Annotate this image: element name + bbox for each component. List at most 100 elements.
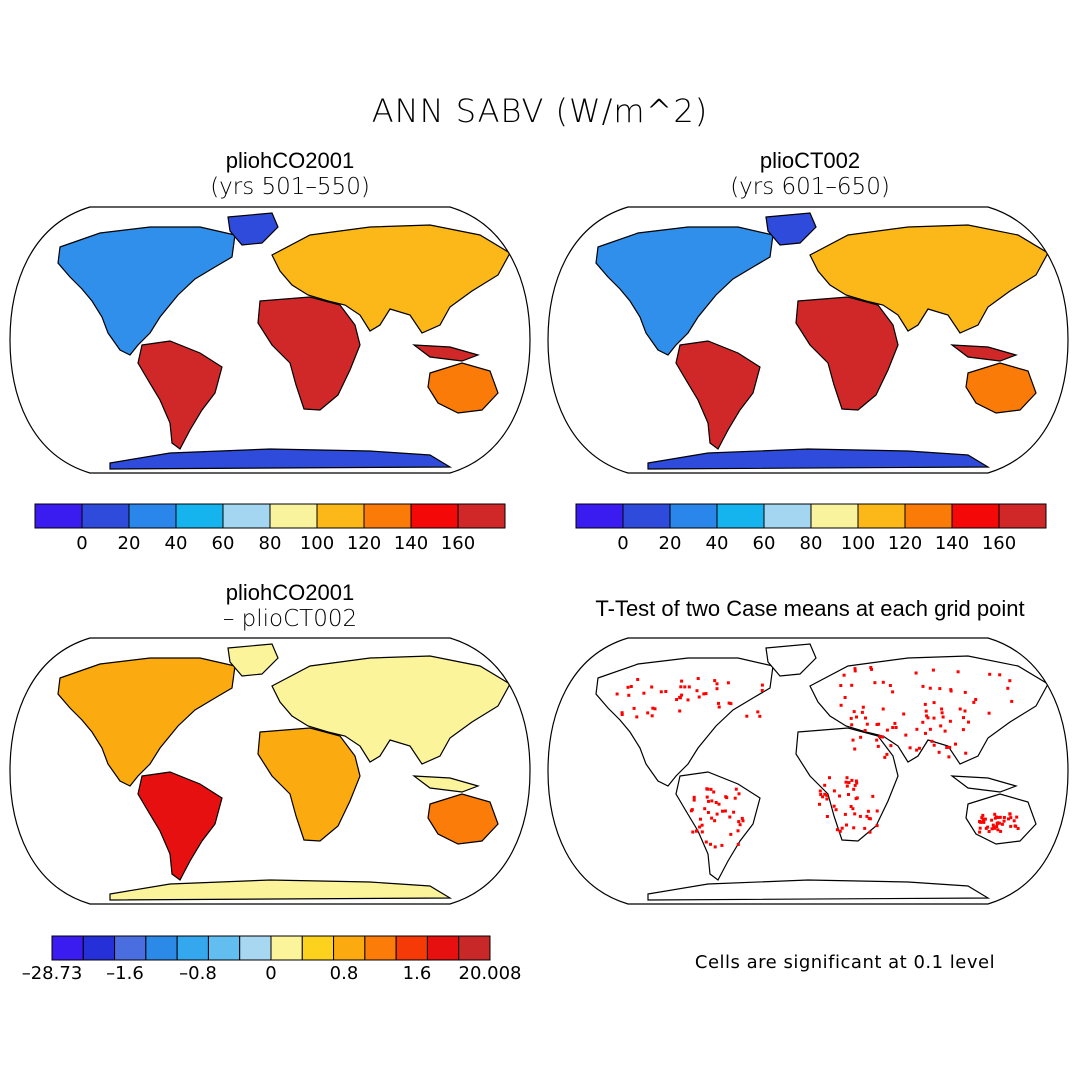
colorbar-case2: [575, 503, 1047, 529]
significance-cell: [1006, 686, 1010, 690]
significance-cell: [997, 821, 1001, 825]
significance-cell: [962, 716, 965, 720]
significance-cell: [855, 796, 859, 800]
colorbar-swatch: [128, 503, 177, 529]
panel1-subtitle: (yrs 501–550): [210, 174, 370, 200]
significance-cell: [734, 787, 738, 791]
significance-cell: [740, 816, 744, 820]
colorbar-tick-label: 40: [164, 533, 188, 554]
significance-cell: [881, 680, 885, 684]
significance-cell: [938, 687, 942, 691]
significance-cell: [871, 794, 875, 798]
significance-cell: [931, 668, 935, 672]
significance-cell: [865, 722, 869, 726]
significance-cell: [978, 830, 982, 834]
significance-cell: [868, 817, 872, 821]
significance-cell: [697, 695, 701, 699]
significance-cell: [1002, 816, 1006, 819]
significance-cell: [921, 720, 925, 724]
colorbar-tick-label: 60: [752, 533, 776, 554]
significance-cell: [713, 679, 717, 683]
land-south-america: [137, 771, 223, 881]
significance-cell: [851, 807, 855, 811]
colorbar-swatch: [364, 935, 397, 961]
significance-cell: [696, 677, 700, 680]
colorbar-tick-label: 140: [934, 533, 970, 554]
map-land-group: [595, 212, 1049, 470]
significance-cell: [706, 787, 710, 791]
colorbar-swatch: [301, 935, 335, 961]
land-europe-asia: [809, 655, 1049, 765]
significance-cell: [917, 746, 921, 750]
colorbar-swatch: [145, 935, 178, 961]
significance-cell: [715, 687, 719, 691]
significance-cell: [876, 744, 880, 748]
significance-cell: [729, 702, 733, 706]
land-australia: [965, 793, 1037, 845]
significance-cell: [993, 826, 997, 830]
colorbar-swatch: [410, 503, 459, 529]
land-africa: [257, 296, 361, 411]
colorbar-swatch: [51, 935, 84, 961]
significance-cell: [642, 691, 646, 695]
significance-cell: [838, 794, 841, 798]
significance-cell: [891, 726, 895, 729]
colorbar-swatch: [669, 503, 718, 529]
significance-cell: [620, 711, 624, 715]
colorbar-swatch: [207, 935, 241, 961]
significance-cell: [984, 826, 988, 830]
significance-cell: [866, 809, 870, 813]
colorbar-tick-label: 160: [440, 533, 476, 554]
significance-cell: [982, 817, 986, 821]
colorbar-tick-label: 0: [265, 963, 277, 984]
colorbar-tick-label: –1.6: [106, 963, 144, 984]
significance-cell: [692, 798, 696, 802]
land-indonesia: [950, 775, 1018, 793]
colorbar-tick-label: 140: [393, 533, 429, 554]
significance-cell: [821, 795, 825, 799]
colorbar-swatch: [81, 503, 130, 529]
significance-cell: [941, 715, 945, 719]
colorbar-tick-label: 80: [799, 533, 823, 554]
panel2-subtitle: (yrs 601–650): [730, 174, 890, 200]
significance-cell: [679, 685, 683, 689]
significance-cell: [706, 811, 710, 814]
significance-cell: [924, 709, 928, 713]
significance-cell: [972, 700, 976, 704]
significance-cell: [1015, 815, 1019, 819]
significance-cell: [963, 690, 967, 694]
significance-cell: [702, 692, 706, 696]
colorbar-tick-label: 20: [117, 533, 141, 554]
significance-cell: [680, 693, 684, 697]
land-north-america: [595, 657, 774, 787]
significance-cell: [727, 701, 731, 705]
significance-cell: [885, 752, 889, 756]
colorbar-tick-label: –0.8: [179, 963, 217, 984]
significance-cell: [678, 695, 682, 699]
significance-cell: [851, 738, 855, 742]
significance-cell: [974, 698, 978, 701]
significance-cell: [636, 678, 640, 681]
significance-cell: [745, 714, 749, 718]
map-land-group: [595, 643, 1049, 901]
land-north-america: [595, 226, 774, 356]
significance-cell: [732, 810, 736, 814]
land-antarctica: [647, 448, 991, 470]
significance-cell: [737, 820, 741, 824]
significance-cell: [978, 826, 982, 830]
significance-cell: [726, 681, 730, 685]
land-antarctica: [109, 448, 453, 470]
significance-cell: [990, 818, 994, 822]
significance-cell: [859, 735, 863, 739]
significance-cell: [980, 816, 984, 820]
significance-cell: [881, 735, 885, 739]
land-antarctica: [109, 879, 453, 901]
significance-cell: [863, 729, 867, 732]
significance-cell: [889, 744, 893, 748]
significance-cell: [1010, 699, 1014, 703]
significance-cell: [736, 829, 740, 833]
significance-cell: [683, 685, 687, 689]
significance-cell: [620, 713, 624, 716]
significance-cell: [834, 808, 838, 812]
colorbar-swatch: [270, 935, 303, 961]
